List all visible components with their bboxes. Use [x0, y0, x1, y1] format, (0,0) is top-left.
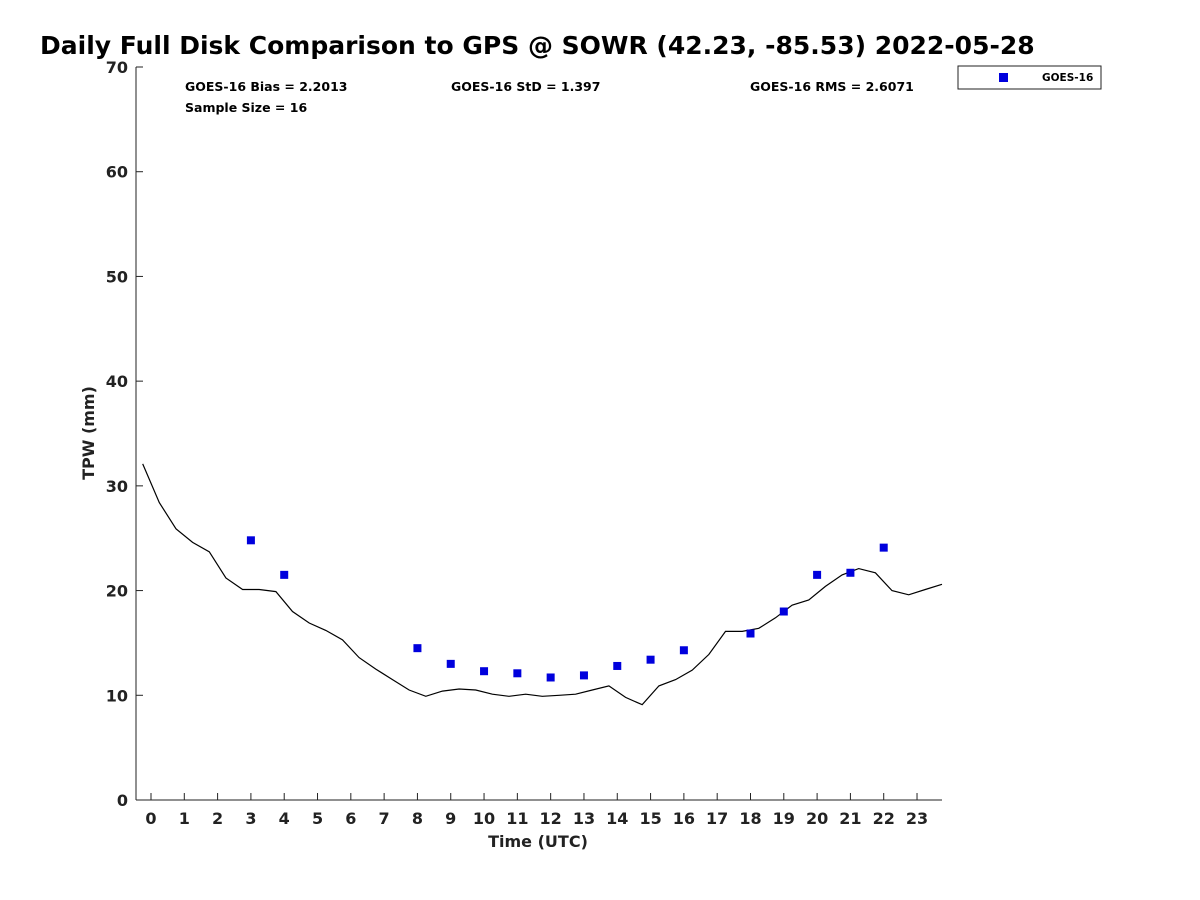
x-tick-label: 10	[473, 809, 495, 828]
stat-bias: GOES-16 Bias = 2.2013	[185, 79, 347, 94]
x-tick-label: 7	[379, 809, 390, 828]
y-axis-label: TPW (mm)	[79, 386, 98, 480]
stat-sample-size: Sample Size = 16	[185, 100, 307, 115]
y-tick-label: 30	[106, 477, 128, 496]
x-tick-label: 3	[245, 809, 256, 828]
points-layer	[246, 536, 888, 682]
y-tick-label: 0	[117, 791, 128, 810]
y-ticks: 0 10 20 30 40 50 60 70	[106, 58, 143, 810]
goes16-point	[579, 671, 588, 680]
x-axis-label: Time (UTC)	[488, 832, 588, 851]
goes16-point	[480, 667, 489, 676]
stat-std: GOES-16 StD = 1.397	[451, 79, 600, 94]
x-tick-label: 20	[806, 809, 828, 828]
goes16-point	[513, 669, 522, 678]
legend-marker	[999, 73, 1008, 82]
x-tick-label: 9	[445, 809, 456, 828]
x-tick-label: 11	[506, 809, 528, 828]
goes16-point	[779, 607, 788, 616]
x-tick-label: 22	[873, 809, 895, 828]
goes16-point	[280, 570, 289, 579]
y-tick-label: 60	[106, 163, 128, 182]
goes16-point	[413, 644, 422, 653]
x-tick-label: 19	[773, 809, 795, 828]
y-tick-label: 20	[106, 582, 128, 601]
x-tick-label: 8	[412, 809, 423, 828]
x-tick-label: 14	[606, 809, 628, 828]
gps-line-layer	[142, 463, 943, 706]
y-tick-label: 10	[106, 686, 128, 705]
goes16-point	[746, 629, 755, 638]
x-tick-label: 18	[739, 809, 761, 828]
goes16-point	[679, 646, 688, 655]
x-tick-label: 1	[179, 809, 190, 828]
y-tick-label: 40	[106, 372, 128, 391]
goes16-point	[879, 543, 888, 552]
goes16-point	[246, 536, 255, 545]
x-tick-label: 13	[573, 809, 595, 828]
x-tick-label: 17	[706, 809, 728, 828]
y-tick-label: 50	[106, 267, 128, 286]
x-tick-label: 6	[345, 809, 356, 828]
y-tick-label: 70	[106, 58, 128, 77]
legend-box	[957, 65, 1102, 90]
stat-rms: GOES-16 RMS = 2.6071	[750, 79, 914, 94]
goes16-point	[613, 661, 622, 670]
x-tick-label: 21	[839, 809, 861, 828]
goes16-point	[446, 659, 455, 668]
x-tick-label: 15	[639, 809, 661, 828]
goes16-point	[546, 673, 555, 682]
x-tick-label: 4	[279, 809, 290, 828]
x-tick-label: 2	[212, 809, 223, 828]
legend-label: GOES-16	[1042, 72, 1093, 84]
chart-title: Daily Full Disk Comparison to GPS @ SOWR…	[40, 31, 1035, 60]
x-tick-label: 16	[673, 809, 695, 828]
x-ticks: 0 1 2 3 4 5 6 7 8 9 10 11 12 13 14 15 16 17 18 19 20 21 22 23	[145, 793, 928, 828]
goes16-point	[646, 655, 655, 664]
x-tick-label: 23	[906, 809, 928, 828]
legend: GOES-16	[957, 65, 1102, 90]
x-tick-label: 5	[312, 809, 323, 828]
axes	[135, 67, 942, 801]
x-tick-label: 0	[145, 809, 156, 828]
x-tick-label: 12	[540, 809, 562, 828]
goes16-point	[846, 568, 855, 577]
gps-series-line	[142, 463, 943, 706]
goes16-point	[813, 570, 822, 579]
